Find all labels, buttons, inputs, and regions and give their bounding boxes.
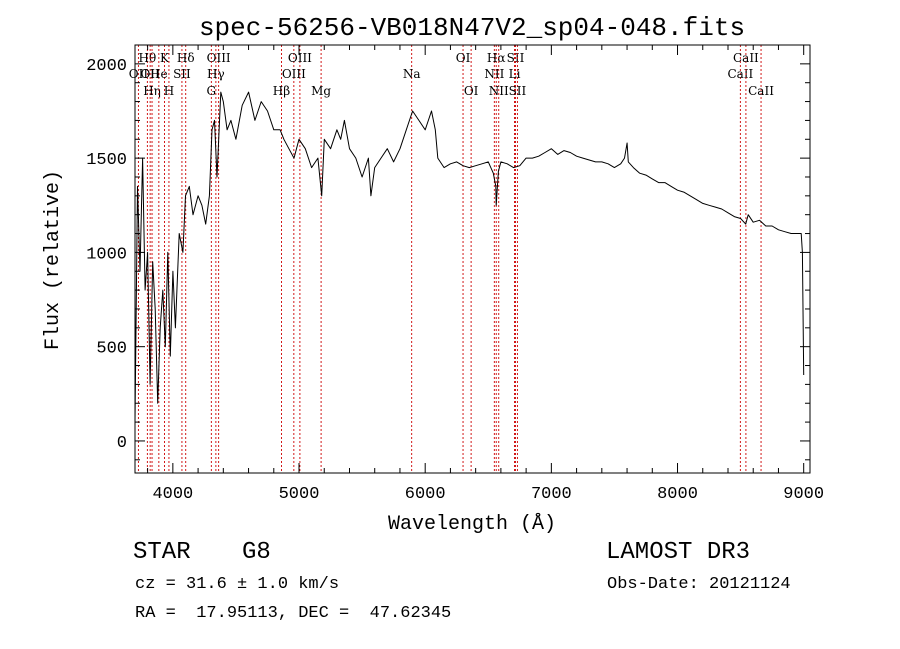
marker-label: Li — [509, 67, 521, 81]
x-tick-label: 5000 — [279, 485, 320, 504]
y-tick-label: 0 — [117, 434, 127, 453]
marker-label: OIII — [282, 67, 306, 81]
x-tick-label: 8000 — [657, 485, 698, 504]
marker-label: CaII — [748, 84, 774, 98]
chart-title: spec-56256-VB018N47V2_sp04-048.fits — [199, 13, 745, 43]
object-subclass: G8 — [242, 539, 271, 566]
marker-label: Hβ — [273, 84, 290, 98]
y-tick-label: 1500 — [86, 151, 127, 170]
x-tick-label: 6000 — [405, 485, 446, 504]
survey-name: LAMOST DR3 — [606, 539, 751, 566]
ra-dec-coordinates: RA = 17.95113, DEC = 47.62345 — [135, 604, 452, 623]
y-tick-label: 1000 — [86, 245, 127, 264]
plot-frame — [134, 44, 811, 474]
x-tick-label: 7000 — [531, 485, 572, 504]
spectrum-series — [134, 91, 805, 423]
marker-label: OI — [464, 84, 479, 98]
marker-label: Hη — [143, 84, 161, 98]
y-tick-label: 500 — [96, 340, 127, 359]
observation-date: Obs-Date: 20121124 — [607, 575, 791, 594]
marker-label: G — [207, 84, 217, 98]
object-class: STAR — [133, 539, 191, 566]
marker-label: CaII — [727, 67, 753, 81]
marker-label: NII — [484, 67, 504, 81]
spectrum-line — [134, 91, 805, 423]
marker-label: OII — [140, 67, 160, 81]
marker-label: Mg — [311, 84, 331, 98]
marker-label: SII — [509, 84, 527, 98]
marker-label: OIII — [288, 51, 312, 65]
marker-label: OIII — [207, 51, 231, 65]
line-markers: OII Hθ OII Hη K H He SII Hδ OIII Hγ G Hβ OIII OIII Mg Na… — [129, 45, 774, 473]
marker-label: Hα — [487, 51, 506, 65]
y-tick-label: 2000 — [86, 57, 127, 76]
x-axis-label: Wavelength (Å) — [388, 513, 556, 536]
axes: 4000 5000 6000 7000 8000 9000 0 500 1000 1500 2000 — [86, 44, 824, 504]
marker-label: He — [150, 67, 168, 81]
y-axis-label: Flux (relative) — [42, 170, 65, 350]
marker-label: H — [164, 84, 174, 98]
marker-label: SII — [507, 51, 525, 65]
marker-label: NII — [489, 84, 509, 98]
marker-label: Hγ — [207, 67, 225, 81]
x-tick-label: 4000 — [152, 485, 193, 504]
marker-label: OII — [129, 67, 149, 81]
marker-label: K — [160, 51, 170, 65]
marker-label: CaII — [733, 51, 759, 65]
redshift-velocity: cz = 31.6 ± 1.0 km/s — [135, 575, 340, 594]
marker-label: Hδ — [177, 51, 195, 65]
marker-label: Na — [403, 67, 421, 81]
x-tick-label: 9000 — [783, 485, 824, 504]
marker-label: OI — [456, 51, 471, 65]
marker-label: SII — [173, 67, 191, 81]
marker-label: Hθ — [139, 51, 157, 65]
